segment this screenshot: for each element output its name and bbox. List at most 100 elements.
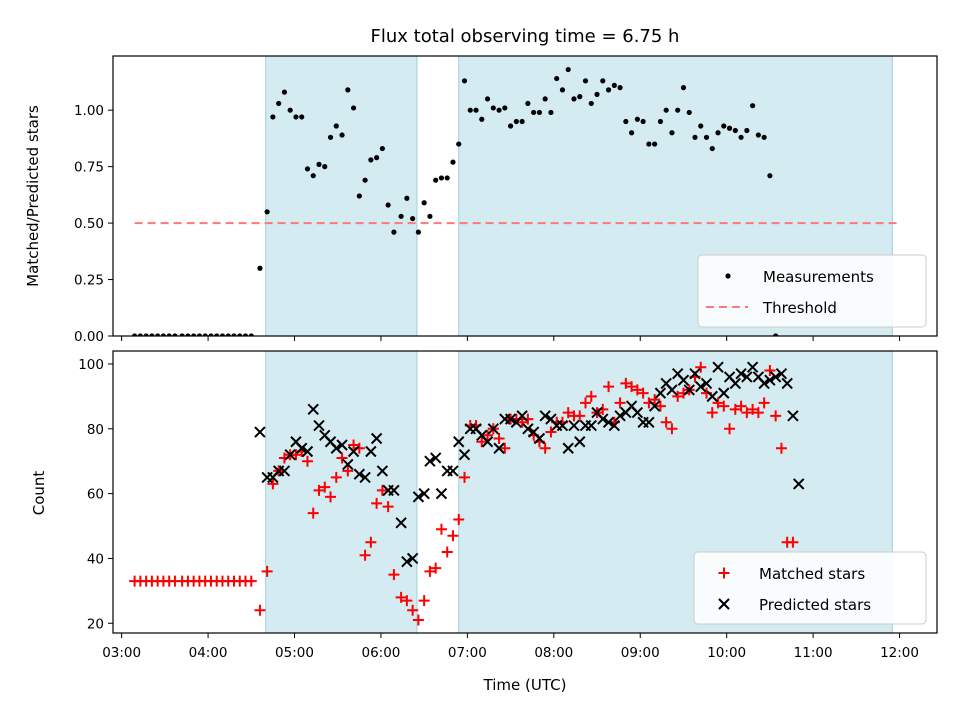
predicted-star-point [764, 374, 776, 386]
matched-star-point [620, 377, 632, 389]
measurement-point [715, 130, 721, 136]
matched-star-point [301, 455, 313, 467]
predicted-star-point [296, 442, 308, 454]
measurement-point [755, 132, 761, 138]
measurement-point [594, 91, 600, 97]
predicted-star-point [401, 555, 413, 568]
predicted-star-point [278, 465, 291, 477]
predicted-star-point [370, 432, 383, 445]
legend-label: Predicted stars [759, 596, 871, 614]
measurement-point [761, 134, 767, 140]
measurement-point [379, 145, 385, 152]
measurement-point [577, 94, 583, 100]
y-tick-label: 20 [87, 616, 104, 632]
predicted-star-point [447, 465, 459, 477]
predicted-star-point [388, 484, 400, 497]
measurement-point [709, 145, 715, 152]
predicted-star-point [712, 361, 724, 373]
x-tick-label: 06:00 [361, 645, 400, 661]
matched-star-point [412, 614, 424, 626]
x-tick-label: 03:00 [102, 645, 141, 661]
measurement-point [149, 333, 155, 336]
matched-star-point [493, 433, 505, 445]
predicted-star-point [533, 432, 546, 445]
predicted-star-point [365, 445, 377, 458]
matched-star-point [348, 439, 360, 451]
measurement-point [231, 333, 237, 336]
measurement-point [219, 333, 226, 336]
measurement-point [548, 109, 554, 116]
measurement-point [160, 333, 167, 336]
measurement-point [732, 127, 738, 134]
predicted-star-point [522, 423, 534, 435]
matched-star-point [261, 565, 273, 577]
measurement-point [721, 123, 727, 129]
measurement-point [675, 107, 681, 113]
measurement-point [773, 333, 779, 336]
matched-star-point [447, 530, 459, 542]
x-tick-label: 10:00 [707, 645, 746, 661]
measurement-point [137, 333, 143, 336]
matched-star-point [424, 565, 436, 577]
measurement-point [410, 215, 416, 222]
x-tick-label: 05:00 [275, 645, 314, 661]
y-tick-label: 0.75 [74, 160, 104, 176]
matched-star-point [637, 387, 649, 399]
predicted-star-point [453, 436, 465, 448]
measurement-point [496, 107, 502, 113]
predicted-star-point [301, 445, 314, 458]
matched-star-point [371, 497, 383, 509]
y-tick-label: 1.00 [74, 103, 104, 119]
matched-star-point [499, 442, 511, 454]
predicted-star-point [706, 390, 718, 403]
predicted-star-point [614, 410, 626, 422]
measurement-point [276, 100, 282, 107]
x-tick-label: 08:00 [534, 645, 573, 661]
bottom-y-axis-label: Count [30, 471, 48, 516]
matched-star-point [695, 361, 707, 373]
matched-star-point [580, 397, 592, 409]
measurement-point [652, 141, 658, 147]
predicted-star-point [376, 465, 389, 477]
matched-star-point [330, 471, 342, 483]
measurement-point [385, 202, 391, 208]
y-tick-label: 0.00 [74, 329, 104, 345]
measurement-point [339, 132, 345, 138]
predicted-star-point [342, 458, 354, 471]
matched-star-point [660, 416, 672, 428]
measurement-point [433, 177, 439, 183]
x-tick-label: 04:00 [189, 645, 228, 661]
measurement-point [293, 114, 299, 120]
predicted-star-point [677, 374, 690, 386]
matched-star-point [712, 397, 724, 409]
predicted-star-point [654, 387, 667, 399]
predicted-star-point [735, 367, 747, 380]
measurement-point [237, 333, 243, 336]
matched-star-point [787, 536, 799, 548]
measurement-point [202, 333, 208, 336]
predicted-star-point [307, 403, 319, 416]
predicted-star-point [458, 449, 471, 461]
measurement-point [132, 333, 138, 336]
measurement-point [450, 159, 456, 165]
top-y-axis-label: Matched/Predicted stars [24, 105, 42, 287]
matched-star-point [245, 575, 257, 587]
predicted-star-point [585, 419, 597, 432]
measurement-point [698, 123, 704, 129]
predicted-star-point [568, 419, 580, 432]
matched-star-point [482, 429, 494, 441]
measurement-point [744, 127, 750, 134]
measurement-point [640, 118, 646, 125]
predicted-star-point [313, 419, 325, 432]
measurement-point [588, 100, 594, 107]
measurement-point [185, 333, 191, 336]
matched-star-point [441, 546, 453, 558]
measurement-point [600, 78, 606, 84]
predicted-star-point [562, 442, 574, 454]
measurement-point [214, 333, 220, 336]
measurement-point [473, 107, 479, 113]
measurement-point [750, 103, 756, 109]
measurement-point [605, 87, 612, 93]
matched-star-point [342, 465, 354, 477]
predicted-star-point [769, 371, 782, 383]
